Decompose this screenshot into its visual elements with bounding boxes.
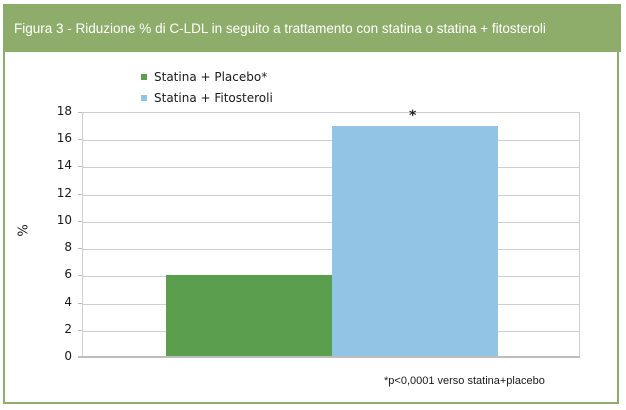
gridline bbox=[83, 249, 579, 251]
gridline bbox=[83, 167, 579, 169]
y-tick-label: 0 bbox=[64, 349, 72, 363]
y-tick-mark bbox=[78, 302, 82, 304]
legend-label: Statina + Fitosteroli bbox=[154, 90, 273, 105]
legend-item-fitosteroli: Statina + Fitosteroli bbox=[141, 87, 273, 108]
bar-fitosteroli bbox=[332, 125, 498, 357]
significance-annotation: * bbox=[409, 107, 417, 124]
y-tick-mark bbox=[78, 275, 82, 277]
y-tick-mark bbox=[78, 329, 82, 331]
gridline bbox=[83, 221, 579, 223]
y-tick-label: 6 bbox=[64, 267, 72, 282]
footnote: *p<0,0001 verso statina+placebo bbox=[384, 375, 545, 387]
y-tick-label: 8 bbox=[64, 240, 72, 255]
y-tick-label: 18 bbox=[56, 104, 72, 118]
y-tick-label: 16 bbox=[56, 131, 72, 146]
legend-swatch-fitosteroli bbox=[141, 94, 147, 101]
legend-label: Statina + Placebo* bbox=[154, 69, 268, 84]
y-tick-label: 12 bbox=[56, 185, 72, 200]
plot-area bbox=[82, 112, 580, 357]
bar-placebo bbox=[166, 275, 332, 357]
y-tick-mark bbox=[78, 139, 82, 141]
figure-header: Figura 3 - Riduzione % di C-LDL in segui… bbox=[3, 4, 621, 52]
legend-swatch-placebo bbox=[141, 73, 147, 80]
x-axis-line bbox=[78, 356, 580, 358]
y-tick-label: 2 bbox=[64, 321, 72, 336]
y-tick-mark bbox=[78, 193, 82, 195]
y-tick-label: 10 bbox=[56, 212, 72, 227]
gridline bbox=[83, 194, 579, 196]
y-tick-label: 14 bbox=[56, 158, 72, 173]
gridline bbox=[83, 140, 579, 142]
legend-item-placebo: Statina + Placebo* bbox=[141, 66, 273, 87]
y-axis-label: % bbox=[16, 224, 32, 237]
y-tick-mark bbox=[78, 166, 82, 168]
chart-legend: Statina + Placebo* Statina + Fitosteroli bbox=[141, 66, 273, 108]
y-tick-mark bbox=[78, 248, 82, 250]
y-tick-label: 4 bbox=[64, 294, 72, 309]
figure-title: Figura 3 - Riduzione % di C-LDL in segui… bbox=[14, 21, 546, 36]
y-tick-mark bbox=[78, 220, 82, 222]
y-tick-mark bbox=[78, 112, 82, 113]
